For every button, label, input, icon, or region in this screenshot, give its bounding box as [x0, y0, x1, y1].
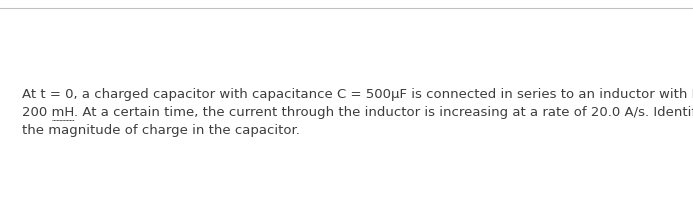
Text: 200 mH. At a certain time, the current through the inductor is increasing at a r: 200 mH. At a certain time, the current t…	[22, 106, 693, 119]
Text: the magnitude of charge in the capacitor.: the magnitude of charge in the capacitor…	[22, 124, 300, 137]
Text: At t = 0, a charged capacitor with capacitance C = 500μF is connected in series : At t = 0, a charged capacitor with capac…	[22, 88, 693, 101]
